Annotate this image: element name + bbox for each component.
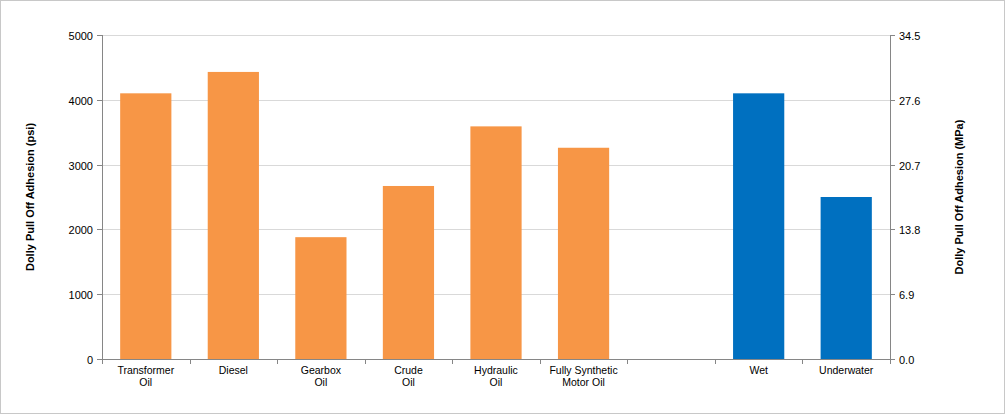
x-tick-label: Fully SyntheticMotor Oil — [549, 364, 617, 388]
bar — [733, 93, 784, 359]
y-tick-label: 3000 — [69, 160, 93, 172]
x-tick-label: Wet — [749, 364, 768, 376]
x-tick — [627, 359, 628, 364]
y-tick — [97, 359, 102, 360]
bar — [383, 186, 434, 359]
bar — [470, 126, 521, 359]
y-tick-label: 0 — [87, 354, 93, 366]
y-axis — [102, 35, 103, 359]
y2-tick-label: 34.5 — [899, 30, 920, 42]
y2-axis-title: Dolly Pull Off Adhesion (MPa) — [953, 119, 965, 274]
bar — [295, 237, 346, 359]
y-tick — [97, 294, 102, 295]
x-tick — [190, 359, 191, 364]
y-tick — [97, 229, 102, 230]
x-tick — [715, 359, 716, 364]
y2-tick-label: 0.0 — [899, 354, 914, 366]
y-tick-label: 4000 — [69, 95, 93, 107]
y-tick — [97, 100, 102, 101]
grid-line — [102, 359, 890, 360]
y-tick — [97, 165, 102, 166]
bars — [120, 72, 872, 359]
y-tick-label: 5000 — [69, 30, 93, 42]
bar — [208, 72, 259, 359]
y-tick — [97, 35, 102, 36]
x-tick-label: Underwater — [819, 364, 874, 376]
x-tick — [890, 359, 891, 364]
bar — [821, 197, 872, 359]
x-tick-label: Diesel — [219, 364, 248, 376]
y2-axis — [890, 35, 891, 359]
grid-line — [102, 35, 890, 36]
y2-tick-label: 13.8 — [899, 224, 920, 236]
chart: 0 1000 2000 3000 4000 5000 0.0 6.9 13.8 20.7 27.6 3… — [0, 0, 1005, 414]
x-tick — [102, 359, 103, 364]
x-tick — [365, 359, 366, 364]
y-tick-label: 2000 — [69, 224, 93, 236]
y-axis-title: Dolly Pull Off Adhesion (psi) — [24, 123, 36, 271]
x-tick-label: CrudeOil — [394, 364, 423, 388]
x-tick-label: TransformerOil — [117, 364, 174, 388]
y-tick-label: 1000 — [69, 289, 93, 301]
frame — [1, 1, 1005, 414]
y2-tick-label: 20.7 — [899, 160, 920, 172]
x-tick-label: HydraulicOil — [474, 364, 518, 388]
x-tick-label: GearboxOil — [301, 364, 342, 388]
y2-tick-label: 6.9 — [899, 289, 914, 301]
x-tick — [452, 359, 453, 364]
bar — [120, 93, 171, 359]
bar — [558, 148, 609, 359]
x-tick — [277, 359, 278, 364]
grid — [102, 36, 890, 360]
x-tick — [540, 359, 541, 364]
x-tick — [802, 359, 803, 364]
y2-tick-label: 27.6 — [899, 95, 920, 107]
x-axis — [102, 359, 890, 360]
